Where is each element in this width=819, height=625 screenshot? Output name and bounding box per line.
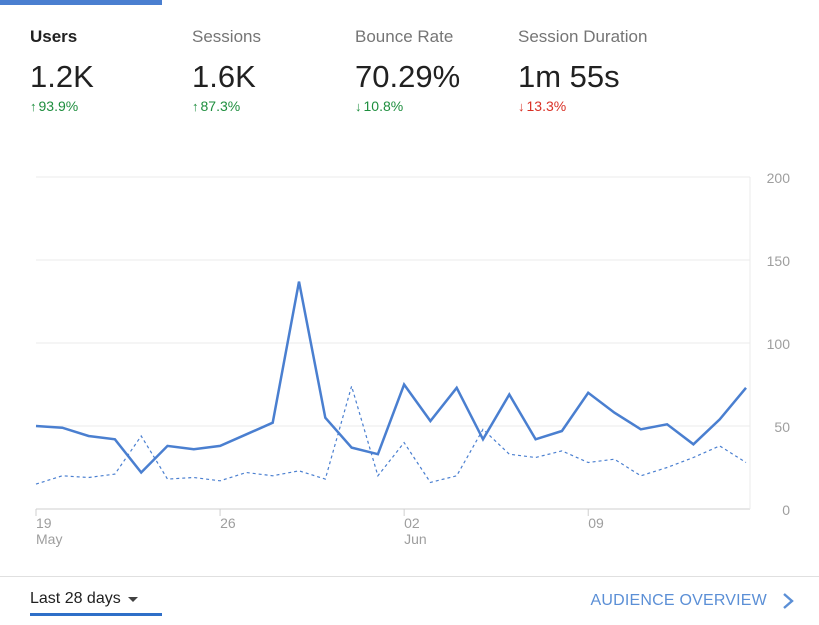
metric-label: Users	[30, 27, 78, 46]
date-range-underline	[30, 613, 162, 616]
metric-change-value: 93.9%	[38, 98, 79, 114]
x-tick-label: 09	[588, 515, 604, 531]
y-axis-labels: 0 50 100 150 200	[767, 170, 791, 518]
metric-label: Bounce Rate	[355, 27, 454, 46]
metric-change: ↓ 13.3%	[518, 98, 678, 115]
chart-series	[35, 281, 747, 485]
y-tick-label: 100	[767, 336, 791, 352]
metric-change-value: 87.3%	[200, 98, 241, 114]
metric-sessions[interactable]: Sessions 1.6K ↑ 87.3%	[192, 26, 352, 115]
metric-value: 1.2K	[30, 59, 94, 94]
audience-overview-link[interactable]: AUDIENCE OVERVIEW	[591, 589, 795, 613]
y-tick-label: 200	[767, 170, 791, 186]
metric-users[interactable]: Users 1.2K ↑ 93.9%	[30, 26, 190, 115]
arrow-up-icon: ↑	[30, 99, 37, 114]
metric-value: 70.29%	[355, 59, 461, 94]
audience-overview-label: AUDIENCE OVERVIEW	[590, 592, 767, 609]
y-tick-label: 0	[782, 502, 790, 518]
x-tick-label: 02	[404, 515, 420, 531]
date-range-label: Last 28 days	[30, 590, 121, 607]
x-tick-sublabel: Jun	[404, 531, 427, 547]
metric-bounce-rate[interactable]: Bounce Rate 70.29% ↓ 10.8%	[355, 26, 515, 115]
x-tick-label: 26	[220, 515, 236, 531]
y-tick-label: 150	[767, 253, 791, 269]
footer-divider	[0, 576, 819, 577]
caret-down-icon	[128, 597, 138, 602]
metric-change: ↑ 93.9%	[30, 98, 190, 115]
chevron-right-icon	[783, 593, 794, 609]
selected-metric-indicator	[0, 0, 162, 5]
arrow-up-icon: ↑	[192, 99, 199, 114]
chart-gridlines	[36, 176, 751, 510]
metric-label: Session Duration	[518, 27, 648, 46]
metric-label: Sessions	[192, 27, 261, 46]
metric-session-duration[interactable]: Session Duration 1m 55s ↓ 13.3%	[518, 26, 678, 115]
date-range-dropdown[interactable]: Last 28 days	[30, 588, 162, 616]
metric-change-value: 10.8%	[363, 98, 404, 114]
x-tick-label: 19	[36, 515, 52, 531]
current-period-line	[35, 281, 747, 475]
metric-value: 1.6K	[192, 59, 256, 94]
metric-change: ↓ 10.8%	[355, 98, 515, 115]
metric-value: 1m 55s	[518, 59, 620, 94]
metrics-row: Users 1.2K ↑ 93.9% Sessions 1.6K ↑ 87.3%…	[0, 0, 819, 130]
x-tick-sublabel: May	[36, 531, 62, 547]
metric-change: ↑ 87.3%	[192, 98, 352, 115]
arrow-down-icon: ↓	[355, 99, 362, 114]
y-tick-label: 50	[774, 419, 790, 435]
arrow-down-icon: ↓	[518, 99, 525, 114]
metric-change-value: 13.3%	[526, 98, 567, 114]
